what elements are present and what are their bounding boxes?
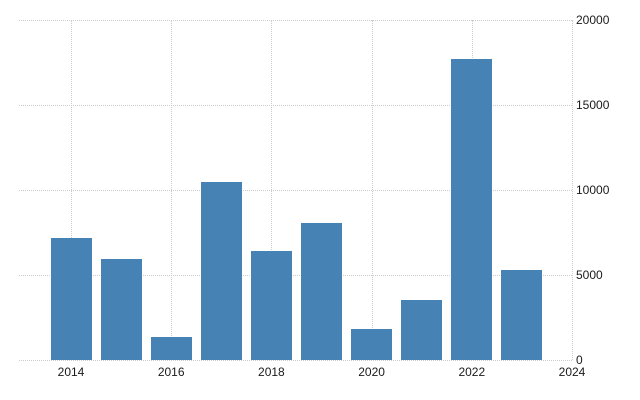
- h-gridline-20000: [19, 20, 572, 21]
- h-gridline-15000: [19, 105, 572, 106]
- h-gridline-0: [19, 360, 572, 361]
- y-tick-label-20000: 20000: [576, 13, 610, 27]
- x-tick-label-2016: 2016: [157, 365, 185, 379]
- bar-2015: [100, 258, 142, 360]
- bar-2021: [401, 299, 443, 360]
- v-gridline-2018: [271, 20, 273, 360]
- v-gridline-2020: [371, 20, 373, 360]
- h-gridline-5000: [19, 275, 572, 276]
- v-gridline-2016: [171, 20, 173, 360]
- bar-2016: [150, 337, 192, 360]
- bar-2023: [501, 269, 543, 360]
- v-gridline-2014: [71, 20, 72, 360]
- bar-2022: [451, 59, 493, 360]
- x-tick-label-2020: 2020: [358, 365, 385, 379]
- bar-2017: [200, 182, 242, 360]
- x-tick-label-2024: 2024: [558, 365, 586, 379]
- y-tick-label-5000: 5000: [576, 268, 603, 282]
- h-gridline-10000: [19, 190, 572, 191]
- bar-2020: [351, 328, 393, 360]
- y-tick-label-15000: 15000: [576, 98, 610, 112]
- bar-2014: [50, 238, 92, 360]
- bar-2018: [250, 251, 292, 360]
- x-tick-label-2018: 2018: [258, 365, 285, 379]
- bar-2019: [301, 223, 342, 360]
- y-tick-label-10000: 10000: [576, 183, 610, 197]
- x-tick-label-2022: 2022: [458, 365, 486, 379]
- v-gridline-2024: [572, 20, 573, 360]
- x-tick-label-2014: 2014: [57, 365, 85, 379]
- y-tick-label-0: 0: [576, 353, 583, 367]
